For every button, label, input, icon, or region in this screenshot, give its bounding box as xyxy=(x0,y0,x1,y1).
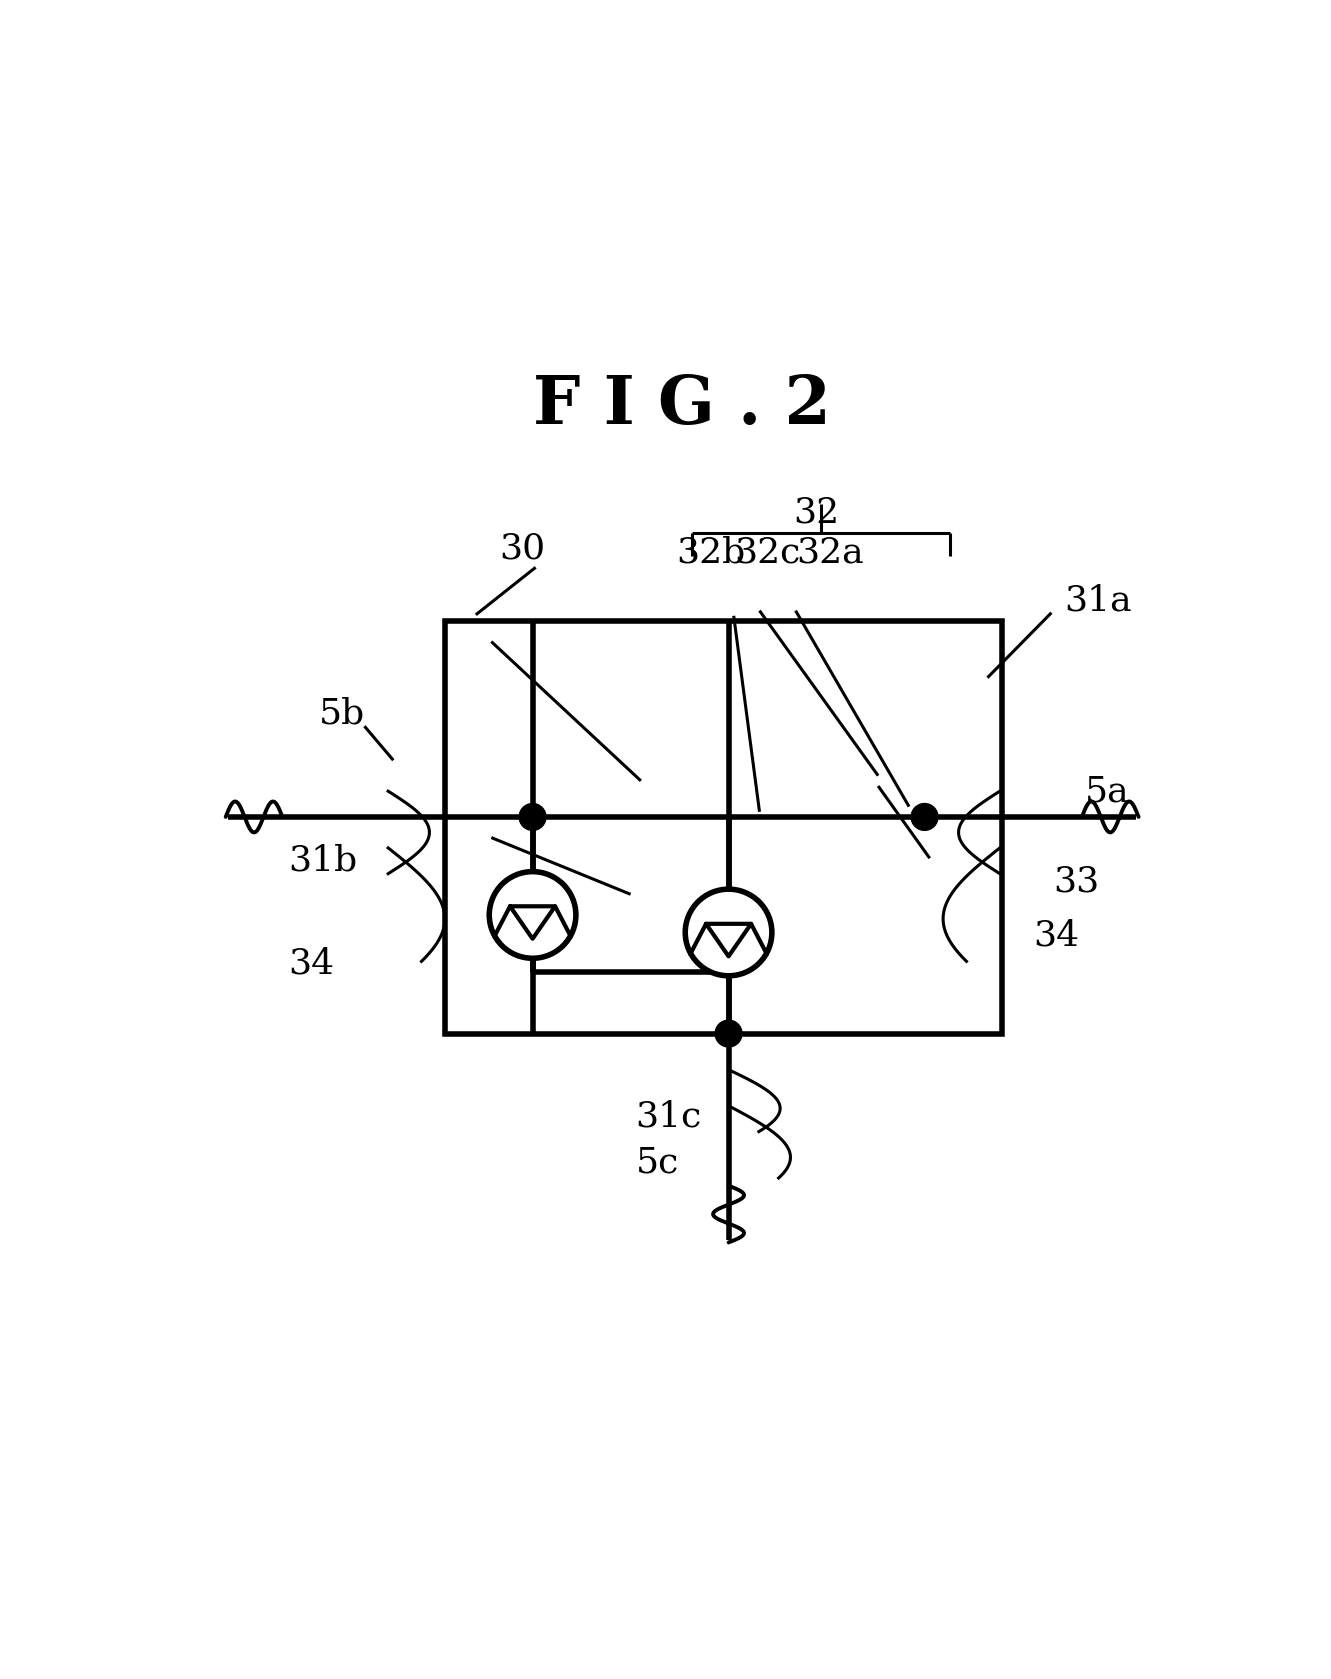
Circle shape xyxy=(715,1021,741,1048)
Text: 30: 30 xyxy=(499,532,546,566)
Text: F I G . 2: F I G . 2 xyxy=(534,373,831,438)
Text: 5c: 5c xyxy=(636,1145,679,1180)
Text: 32b: 32b xyxy=(676,536,745,569)
Circle shape xyxy=(685,890,772,975)
Circle shape xyxy=(912,804,938,831)
Text: 34: 34 xyxy=(1033,918,1079,952)
Text: 34: 34 xyxy=(287,947,334,981)
Text: 33: 33 xyxy=(1054,865,1099,898)
Text: 31c: 31c xyxy=(636,1100,701,1133)
Circle shape xyxy=(519,804,546,831)
Text: 32c: 32c xyxy=(735,536,801,569)
Text: 31b: 31b xyxy=(287,843,357,876)
Text: 32a: 32a xyxy=(796,536,864,569)
Text: 5b: 5b xyxy=(319,697,365,730)
Text: 5a: 5a xyxy=(1085,774,1129,808)
Circle shape xyxy=(490,871,576,959)
Text: 31a: 31a xyxy=(1063,583,1131,618)
Bar xyxy=(445,621,1002,1034)
Text: 32: 32 xyxy=(793,495,840,529)
